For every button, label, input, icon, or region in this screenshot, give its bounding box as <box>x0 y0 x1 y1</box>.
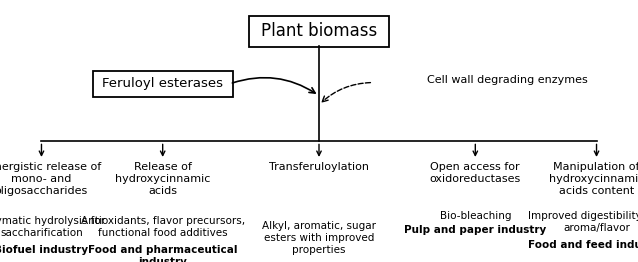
Text: Bio-bleaching: Bio-bleaching <box>440 211 511 221</box>
Text: Improved digestibility and
aroma/flavor: Improved digestibility and aroma/flavor <box>528 211 638 232</box>
Text: Antioxidants, flavor precursors,
functional food additives: Antioxidants, flavor precursors, functio… <box>80 216 245 238</box>
Text: Feruloyl esterases: Feruloyl esterases <box>102 77 223 90</box>
Text: Synergistic release of
mono- and
oligosaccharides: Synergistic release of mono- and oligosa… <box>0 162 101 196</box>
Text: Food and feed industry: Food and feed industry <box>528 240 638 250</box>
Text: Plant biomass: Plant biomass <box>261 23 377 40</box>
FancyBboxPatch shape <box>93 71 233 97</box>
Text: Open access for
oxidoreductases: Open access for oxidoreductases <box>429 162 521 184</box>
Text: Manipulation of
hydroxycinnamic
acids content: Manipulation of hydroxycinnamic acids co… <box>549 162 638 196</box>
FancyBboxPatch shape <box>249 16 389 47</box>
Text: Biofuel industry: Biofuel industry <box>0 245 89 255</box>
Text: Alkyl, aromatic, sugar
esters with improved
properties: Alkyl, aromatic, sugar esters with impro… <box>262 221 376 255</box>
Text: Food and pharmaceutical
industry: Food and pharmaceutical industry <box>88 245 237 262</box>
Text: Enzymatic hydrolysis for
saccharification: Enzymatic hydrolysis for saccharificatio… <box>0 216 105 238</box>
Text: Pulp and paper industry: Pulp and paper industry <box>404 225 546 235</box>
Text: Transferuloylation: Transferuloylation <box>269 162 369 172</box>
Text: Cell wall degrading enzymes: Cell wall degrading enzymes <box>427 75 588 85</box>
Text: Release of
hydroxycinnamic
acids: Release of hydroxycinnamic acids <box>115 162 211 196</box>
